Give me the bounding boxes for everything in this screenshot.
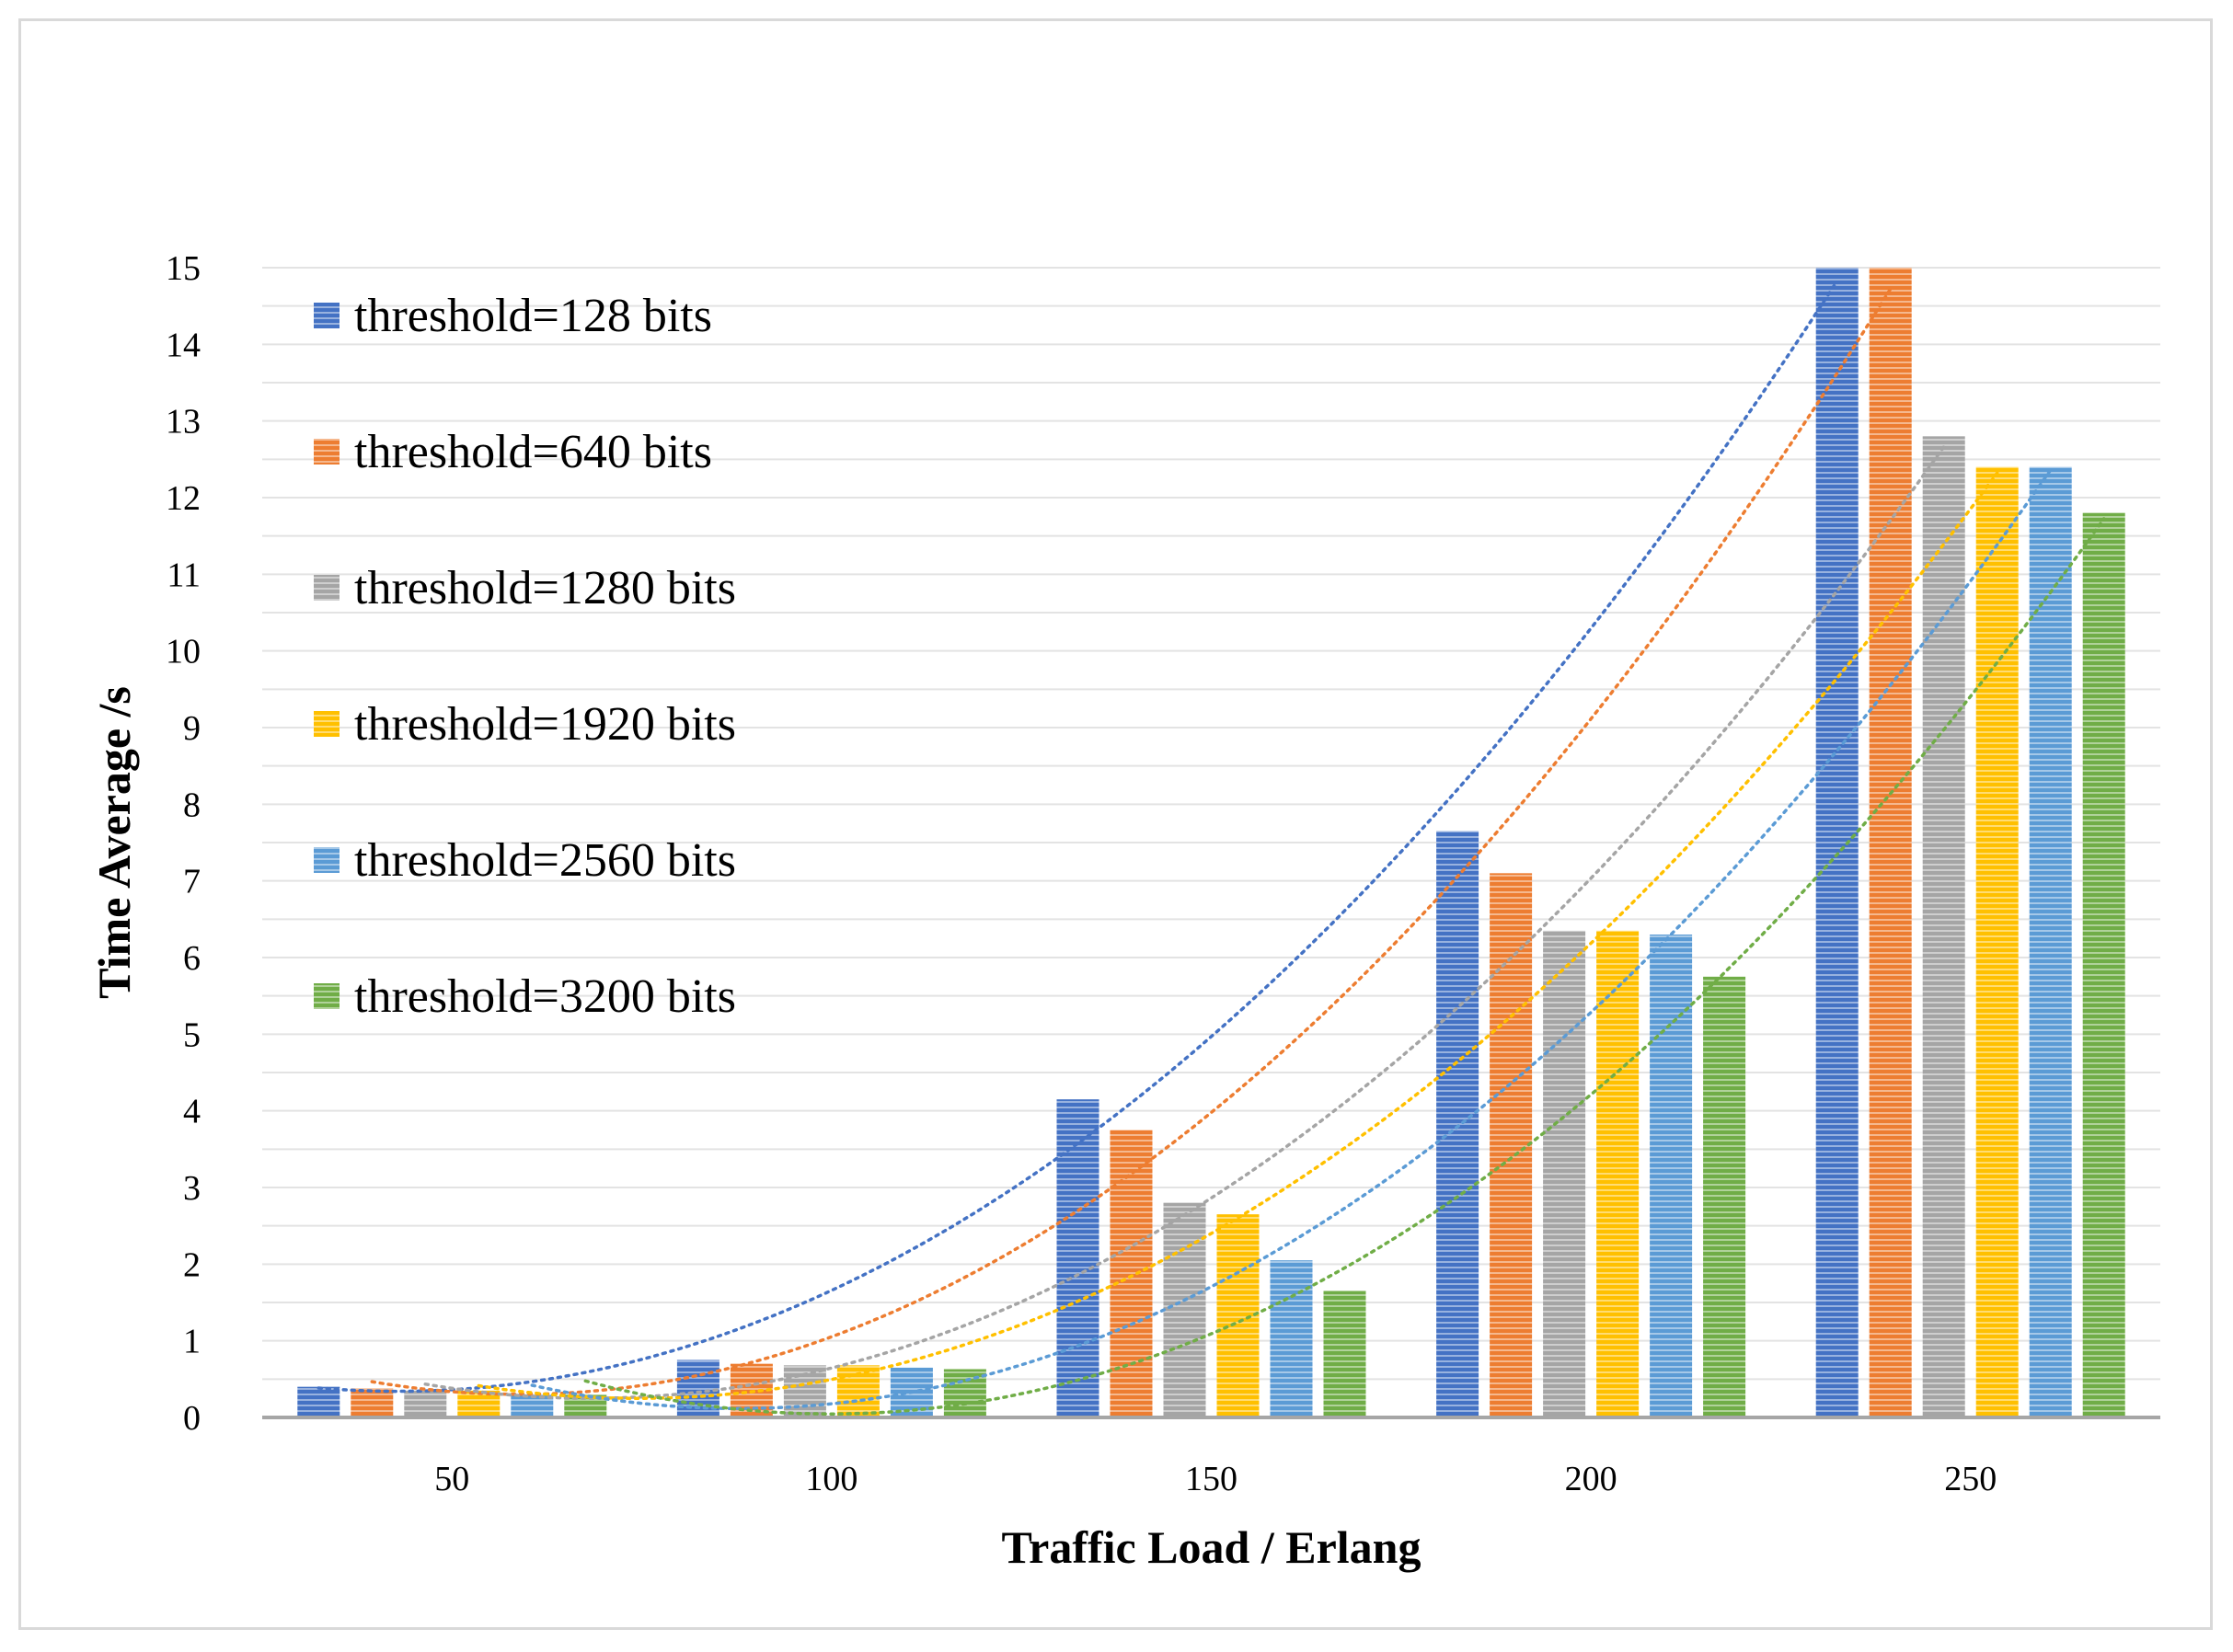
x-tick-label: 200: [1565, 1460, 1617, 1498]
bar-150-series-2: [1110, 1130, 1153, 1417]
y-tick-label: 11: [167, 556, 201, 594]
legend-swatch: [314, 711, 340, 737]
bar-200-series-3: [1543, 930, 1586, 1417]
bar-150-series-3: [1163, 1202, 1206, 1417]
x-tick-label: 150: [1185, 1460, 1237, 1498]
bar-250-series-2: [1869, 268, 1912, 1417]
bar-200-series-1: [1436, 831, 1479, 1417]
bar-100-series-6: [943, 1369, 986, 1417]
legend-label: threshold=1280 bits: [354, 562, 736, 614]
y-tick-label: 15: [166, 249, 201, 288]
x-tick-label: 100: [805, 1460, 858, 1498]
y-axis-title: Time Average /s: [88, 686, 140, 999]
legend-label: threshold=2560 bits: [354, 834, 736, 887]
legend-swatch: [314, 983, 340, 1009]
trendline-series-6: [583, 517, 2106, 1416]
bar-200-series-5: [1650, 935, 1693, 1417]
trendline-series-3: [423, 445, 1946, 1400]
legend: threshold=128 bits threshold=640 bits thre…: [314, 290, 736, 1023]
legend-label: threshold=640 bits: [354, 426, 712, 478]
x-tick-label: 250: [1944, 1460, 1997, 1498]
bar-50-series-4: [457, 1390, 501, 1417]
y-tick-label: 4: [183, 1093, 201, 1131]
legend-label: threshold=128 bits: [354, 290, 712, 342]
y-tick-label: 1: [183, 1323, 201, 1361]
y-tick-label: 7: [183, 863, 201, 901]
bars: [297, 268, 2125, 1418]
y-tick-label: 5: [183, 1015, 201, 1054]
trendline-series-1: [317, 279, 1839, 1394]
legend-swatch: [314, 575, 340, 601]
bar-50-series-2: [351, 1388, 394, 1417]
x-axis-title: Traffic Load / Erlang: [1001, 1521, 1421, 1573]
legend-swatch: [314, 847, 340, 873]
y-tick-label: 2: [183, 1245, 201, 1284]
legend-swatch: [314, 439, 340, 465]
bar-200-series-2: [1490, 873, 1533, 1417]
bar-150-series-1: [1056, 1099, 1099, 1417]
y-tick-label: 0: [183, 1399, 201, 1438]
x-tick-label: 50: [434, 1460, 469, 1498]
bar-250-series-5: [2029, 466, 2072, 1418]
bar-200-series-4: [1596, 930, 1640, 1417]
y-tick-label: 3: [183, 1169, 201, 1208]
bar-200-series-6: [1703, 976, 1746, 1417]
bar-250-series-4: [1975, 466, 2019, 1418]
trendline-series-5: [530, 468, 2053, 1411]
y-tick-label: 13: [166, 403, 201, 442]
y-tick-label: 8: [183, 786, 201, 824]
legend-swatch: [314, 303, 340, 328]
bar-50-series-5: [511, 1394, 554, 1417]
bar-50-series-1: [297, 1386, 340, 1417]
bar-50-series-3: [404, 1390, 447, 1417]
bar-150-series-4: [1216, 1214, 1260, 1417]
legend-label: threshold=1920 bits: [354, 698, 736, 751]
trendline-series-2: [370, 287, 1893, 1396]
bar-250-series-3: [1922, 436, 1965, 1417]
trendline-series-4: [477, 471, 1999, 1400]
y-tick-label: 10: [166, 633, 201, 671]
bar-250-series-6: [2082, 512, 2125, 1417]
legend-label: threshold=3200 bits: [354, 970, 736, 1023]
bar-150-series-5: [1270, 1260, 1313, 1417]
bar-150-series-6: [1323, 1291, 1366, 1417]
chart-frame: 0 1 2 3 4 5 6 7 8 9 10 11 12 13 14 15 50 100 150 200 250 thr…: [18, 18, 2213, 1630]
y-tick-label: 9: [183, 709, 201, 748]
y-tick-label: 6: [183, 939, 201, 978]
bar-250-series-1: [1815, 268, 1859, 1417]
trendlines: [317, 279, 2106, 1416]
y-tick-label: 12: [166, 479, 201, 518]
y-tick-label: 14: [166, 326, 201, 364]
